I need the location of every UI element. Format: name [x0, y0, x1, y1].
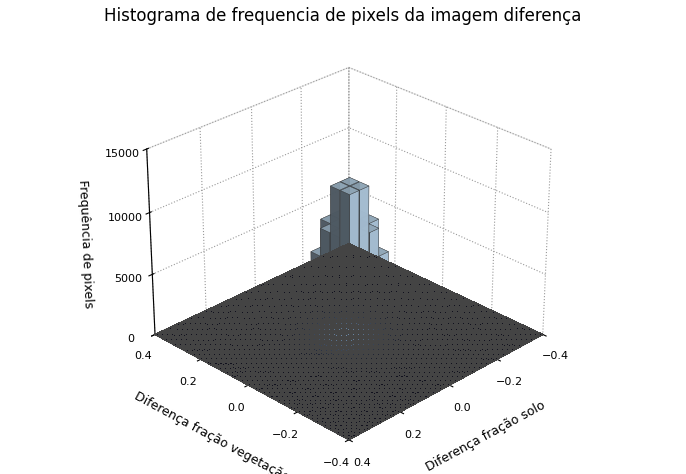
Title: Histograma de frequencia de pixels da imagem diferença: Histograma de frequencia de pixels da im…: [104, 7, 582, 25]
Y-axis label: Diferença fração vegetação: Diferença fração vegetação: [132, 389, 292, 474]
X-axis label: Diferença fração solo: Diferença fração solo: [424, 399, 548, 474]
